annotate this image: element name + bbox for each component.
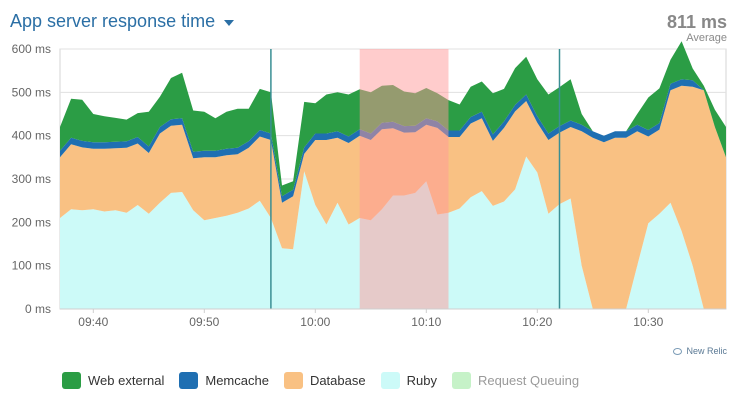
x-tick-label: 10:10 [411, 315, 441, 329]
y-tick-label: 600 ms [12, 42, 51, 56]
y-tick-label: 0 ms [25, 302, 51, 316]
x-tick-label: 10:00 [300, 315, 330, 329]
legend-swatch [179, 372, 199, 389]
average-label: Average [686, 32, 727, 44]
y-tick-label: 200 ms [12, 215, 51, 229]
legend-label: Ruby [406, 373, 437, 388]
x-tick-label: 10:30 [633, 315, 663, 329]
legend-item-request-queuing[interactable]: Request Queuing [451, 372, 580, 389]
legend-label: Request Queuing [477, 373, 580, 388]
response-time-chart[interactable]: 0 ms 100 ms 200 ms 300 ms 400 ms 500 ms 600 ms… [0, 0, 747, 345]
y-tick-label: 500 ms [12, 85, 51, 99]
chart-title: App server response time [10, 11, 216, 31]
chart-title-dropdown[interactable]: App server response time [10, 11, 235, 32]
average-summary: 811 ms Average [667, 12, 727, 44]
legend-swatch [451, 372, 471, 389]
legend-label: Database [309, 373, 366, 388]
average-value: 811 ms [666, 12, 727, 32]
brand-label: New Relic [686, 346, 727, 356]
x-tick-label: 09:40 [78, 315, 108, 329]
legend-item-web-external[interactable]: Web external [62, 372, 164, 389]
legend-item-ruby[interactable]: Ruby [380, 372, 437, 389]
legend-item-database[interactable]: Database [283, 372, 366, 389]
y-tick-label: 300 ms [12, 172, 51, 186]
legend-label: Web external [88, 373, 165, 388]
legend-item-memcache[interactable]: Memcache [179, 372, 269, 389]
legend-swatch [380, 372, 400, 389]
y-tick-label: 100 ms [12, 259, 51, 273]
new-relic-logo-icon [673, 347, 683, 355]
x-tick-label: 10:20 [522, 315, 552, 329]
chart-header: App server response time 811 ms Average [0, 0, 747, 48]
brand-credit: New Relic [673, 346, 727, 356]
legend-swatch [283, 372, 303, 389]
highlight-range [359, 49, 449, 309]
legend-label: Memcache [205, 373, 269, 388]
chart-legend: Web external Memcache Database Ruby Request … [62, 372, 594, 389]
chevron-down-icon [224, 19, 235, 26]
legend-swatch [62, 372, 81, 389]
x-tick-label: 09:50 [189, 315, 219, 329]
y-tick-label: 400 ms [12, 129, 51, 143]
